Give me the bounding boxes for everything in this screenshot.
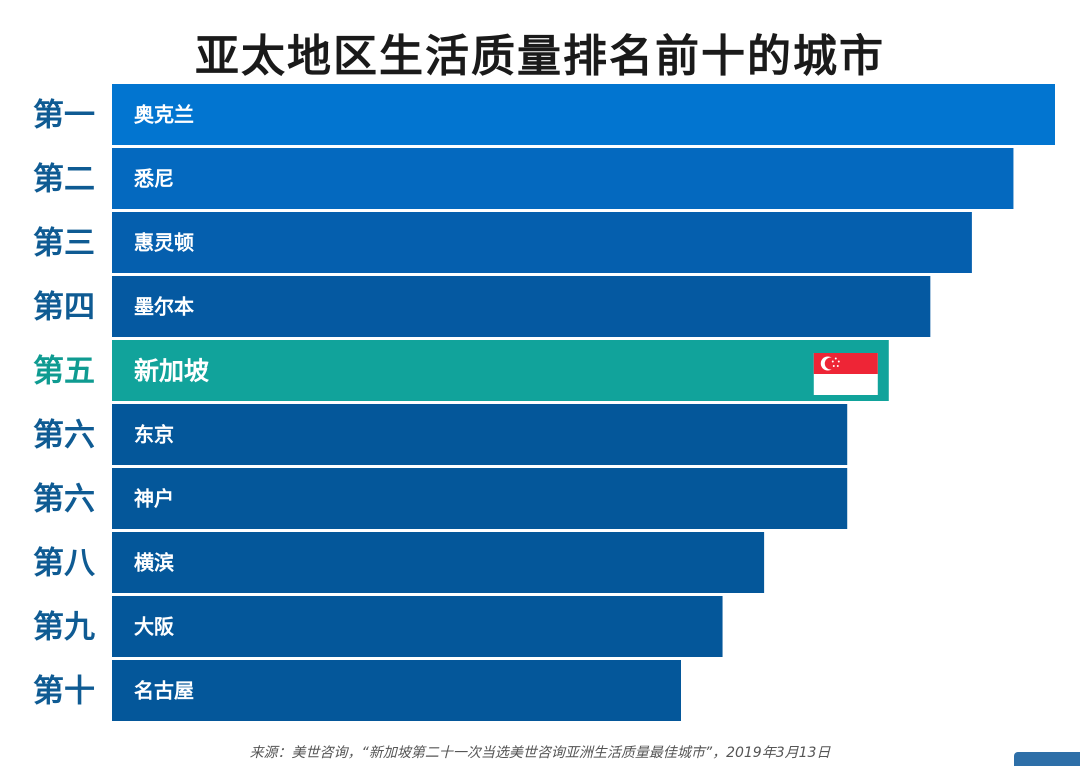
bar — [112, 148, 1014, 209]
rank-label: 第五 — [33, 354, 95, 390]
flag-star — [836, 365, 839, 367]
flag-star — [831, 360, 834, 363]
city-label: 悉尼 — [133, 167, 174, 191]
city-label: 神户 — [134, 487, 174, 511]
rank-label: 第一 — [33, 98, 95, 134]
rank-label: 第二 — [33, 162, 95, 198]
bar — [112, 596, 723, 657]
corner-tab — [1014, 752, 1080, 766]
bar — [112, 212, 972, 273]
rank-label: 第九 — [33, 610, 95, 646]
source-note: 来源：美世咨询，“新加坡第二十一次当选美世咨询亚洲生活质量最佳城市”，2019年… — [249, 745, 831, 761]
rank-label: 第四 — [33, 290, 95, 326]
city-label: 东京 — [134, 423, 174, 447]
bar — [112, 404, 848, 465]
city-label: 大阪 — [134, 615, 175, 639]
city-label: 横滨 — [134, 551, 174, 575]
flag-star — [837, 360, 840, 363]
singapore-flag-icon — [813, 353, 878, 395]
flag-crescent-inner — [824, 357, 837, 370]
bar — [112, 340, 889, 401]
rank-label: 第八 — [33, 546, 96, 582]
city-label: 墨尔本 — [134, 295, 194, 319]
city-label: 名古屋 — [134, 679, 194, 703]
city-label: 惠灵顿 — [134, 231, 194, 255]
city-label: 奥克兰 — [134, 103, 194, 127]
rank-label: 第三 — [33, 226, 95, 262]
chart-title: 亚太地区生活质量排名前十的城市 — [195, 31, 885, 82]
rank-label: 第十 — [33, 674, 95, 710]
rank-label: 第六 — [33, 482, 95, 518]
rank-label: 第六 — [33, 418, 95, 454]
bar — [112, 276, 931, 337]
bar — [112, 84, 1055, 145]
bar — [112, 532, 765, 593]
city-label: 新加坡 — [134, 357, 209, 386]
flag-star — [834, 357, 837, 360]
flag-star — [832, 365, 835, 367]
bar — [112, 660, 681, 721]
bar — [112, 468, 848, 529]
